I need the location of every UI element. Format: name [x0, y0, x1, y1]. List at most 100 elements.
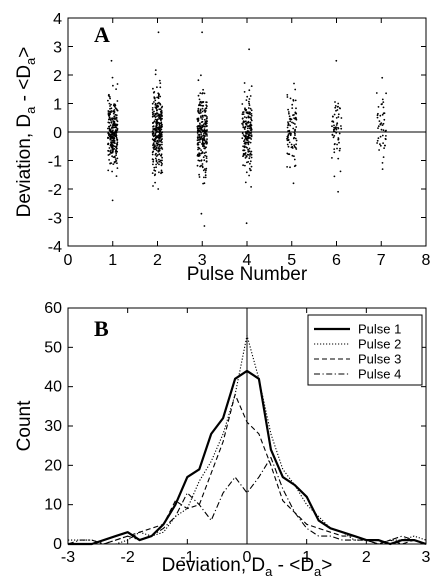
scatter-point [108, 112, 111, 114]
scatter-point [248, 104, 251, 106]
scatter-point [383, 118, 386, 121]
scatter-point [201, 139, 204, 142]
scatter-point [339, 170, 342, 173]
scatter-point [116, 142, 118, 145]
scatter-point [248, 174, 251, 177]
scatter-point [385, 92, 387, 95]
y-tick-label: 4 [53, 11, 62, 28]
y-tick-label: 10 [44, 497, 62, 514]
scatter-point [152, 121, 155, 124]
scatter-point [115, 147, 118, 150]
scatter-point [157, 31, 160, 34]
scatter-point [287, 122, 290, 125]
scatter-point [201, 31, 204, 34]
scatter-point [205, 167, 208, 170]
panel-b-line: -3 -2 -1 0 1 2 3 0 10 20 30 40 50 60 B Deviation, Da… [14, 300, 431, 577]
scatter-point [242, 124, 244, 126]
scatter-point [243, 146, 246, 149]
scatter-point [337, 138, 340, 140]
scatter-point [151, 107, 154, 109]
panel-b-x-axis-label: Deviation, Da - <Da> [162, 555, 333, 577]
scatter-point [113, 111, 116, 113]
scatter-point [153, 114, 156, 117]
scatter-point [292, 99, 295, 101]
scatter-point [242, 121, 245, 124]
scatter-point [294, 132, 296, 135]
scatter-point [247, 149, 250, 151]
scatter-point [156, 126, 159, 129]
scatter-point [154, 157, 157, 160]
y-tick-label: 0 [53, 125, 62, 142]
scatter-point [291, 154, 294, 157]
scatter-point [107, 169, 110, 172]
scatter-point [333, 128, 336, 131]
scatter-point [198, 153, 201, 155]
scatter-point [111, 151, 114, 154]
scatter-point [241, 117, 244, 120]
scatter-point [155, 166, 158, 169]
scatter-point [116, 100, 119, 102]
scatter-point [157, 136, 160, 139]
scatter-point [247, 107, 250, 109]
scatter-point [248, 157, 251, 160]
scatter-point [111, 76, 114, 79]
scatter-point [245, 131, 247, 133]
scatter-point [154, 173, 157, 176]
scatter-point [250, 135, 253, 138]
scatter-point [157, 94, 160, 97]
x-tick-label: -1 [180, 549, 194, 566]
scatter-point [197, 148, 199, 151]
scatter-point [154, 103, 157, 106]
scatter-point [161, 105, 164, 108]
scatter-point [156, 154, 159, 156]
scatter-point [241, 132, 244, 135]
scatter-point [293, 82, 295, 85]
scatter-point [152, 160, 155, 163]
scatter-point [337, 127, 340, 130]
scatter-point [154, 116, 157, 118]
scatter-point [250, 153, 253, 156]
scatter-point [295, 148, 298, 150]
scatter-point [248, 98, 251, 100]
scatter-point [114, 156, 116, 159]
scatter-point [288, 153, 291, 156]
scatter-point [154, 106, 157, 109]
scatter-point [204, 174, 207, 177]
scatter-point [288, 112, 290, 115]
scatter-point [288, 130, 290, 133]
scatter-point [244, 164, 246, 167]
scatter-point [154, 112, 157, 115]
scatter-point [116, 120, 119, 123]
scatter-point [156, 86, 158, 89]
scatter-point [338, 107, 341, 109]
scatter-point [289, 97, 292, 100]
scatter-point [113, 123, 115, 125]
scatter-point [377, 106, 380, 108]
scatter-point [156, 142, 159, 145]
scatter-point [247, 161, 250, 163]
scatter-point [159, 95, 162, 98]
scatter-point [154, 118, 157, 121]
scatter-point [151, 153, 154, 156]
scatter-point [203, 225, 206, 227]
scatter-point [107, 99, 109, 102]
x-tick-label: 1 [108, 252, 117, 269]
scatter-point [201, 163, 204, 165]
scatter-point [206, 116, 208, 118]
scatter-point [153, 169, 156, 172]
scatter-point [155, 159, 158, 162]
scatter-point [160, 118, 163, 120]
scatter-point [382, 106, 385, 109]
scatter-point [159, 82, 162, 84]
scatter-point [293, 155, 295, 158]
scatter-point [199, 108, 202, 111]
scatter-point [247, 115, 250, 118]
scatter-point [333, 130, 336, 133]
scatter-point [110, 141, 112, 144]
scatter-point [109, 118, 112, 121]
scatter-point [243, 82, 246, 84]
scatter-point [206, 125, 208, 127]
scatter-point [112, 84, 114, 87]
scatter-point [116, 139, 119, 142]
scatter-point [151, 115, 154, 118]
